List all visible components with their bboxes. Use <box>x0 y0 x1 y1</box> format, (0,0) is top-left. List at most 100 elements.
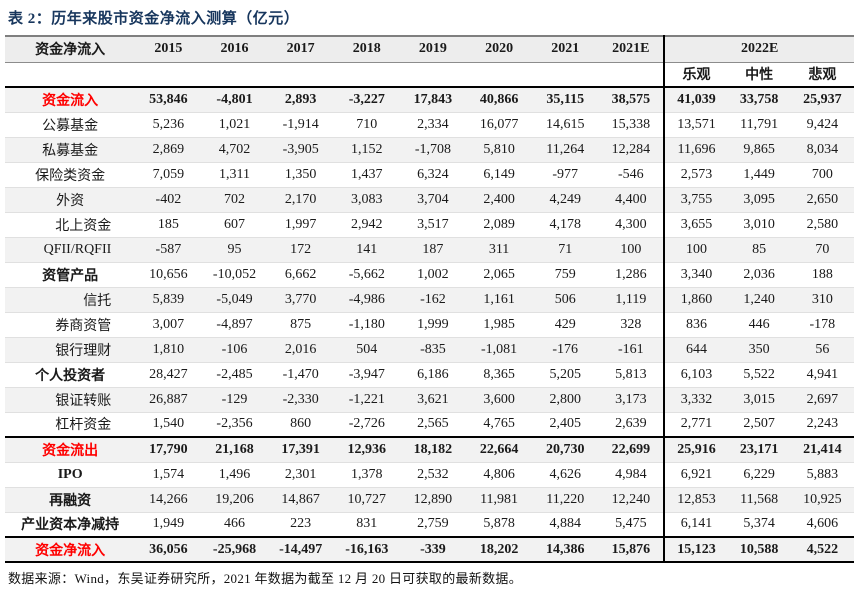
cell: 1,152 <box>333 136 400 162</box>
row-label: 保险类资金 <box>5 161 136 187</box>
cell: -106 <box>201 336 268 362</box>
cell: 5,205 <box>532 361 599 387</box>
cell: 311 <box>466 236 533 262</box>
cell: -1,708 <box>399 136 466 162</box>
cell: 1,949 <box>135 511 202 537</box>
row-label: 银证转账 <box>5 386 136 412</box>
col-header-2018: 2018 <box>333 36 400 63</box>
cell: 17,843 <box>399 86 466 112</box>
table-row: 公募基金 5,236 1,021 -1,914 710 2,334 16,077 14,615… <box>5 111 854 137</box>
row-label: 产业资本净减持 <box>5 511 136 537</box>
cell: 16,077 <box>466 111 533 137</box>
row-label: 资管产品 <box>5 261 136 287</box>
cell: 5,475 <box>598 511 665 537</box>
cell: 3,600 <box>466 386 533 412</box>
cell: 3,655 <box>663 211 728 237</box>
cell: 2,639 <box>598 411 665 437</box>
cell: 11,696 <box>663 136 728 162</box>
col-header-2017: 2017 <box>267 36 334 63</box>
cell: 2,400 <box>466 186 533 212</box>
cell: 14,386 <box>532 536 599 563</box>
cell: 4,702 <box>201 136 268 162</box>
cell: 3,621 <box>399 386 466 412</box>
cell: 28,427 <box>135 361 202 387</box>
cell: 10,656 <box>135 261 202 287</box>
cell: 3,095 <box>727 186 791 212</box>
cell: 187 <box>399 236 466 262</box>
cell: 2,170 <box>267 186 334 212</box>
cell: 141 <box>333 236 400 262</box>
cell: -1,180 <box>333 311 400 337</box>
cell: 4,941 <box>790 361 854 387</box>
row-label: IPO <box>5 461 136 487</box>
cell: 2,869 <box>135 136 202 162</box>
table-row: 保险类资金 7,059 1,311 1,350 1,437 6,324 6,149 -977-… <box>5 161 854 187</box>
table-row: 外资 -402 702 2,170 3,083 3,704 2,400 4,249 4,400 3… <box>5 186 854 212</box>
table-row: 资管产品 10,656 -10,052 6,662 -5,662 1,002 2,065 75… <box>5 261 854 287</box>
cell: 1,021 <box>201 111 268 137</box>
cell: 1,240 <box>727 286 791 312</box>
cell: 3,083 <box>333 186 400 212</box>
cell: 710 <box>333 111 400 137</box>
cell: 26,887 <box>135 386 202 412</box>
cell: 172 <box>267 236 334 262</box>
cell: 836 <box>663 311 728 337</box>
cell: 1,378 <box>333 461 400 487</box>
cell: 12,890 <box>399 486 466 512</box>
col-header-2020: 2020 <box>466 36 533 63</box>
cell: -1,081 <box>466 336 533 362</box>
cell: 23,171 <box>727 436 791 462</box>
cell: 3,007 <box>135 311 202 337</box>
cell: 85 <box>727 236 791 262</box>
cell: 2,065 <box>466 261 533 287</box>
cell: 6,149 <box>466 161 533 187</box>
cell: 607 <box>201 211 268 237</box>
cell: -162 <box>399 286 466 312</box>
cell: 6,324 <box>399 161 466 187</box>
cell: 4,806 <box>466 461 533 487</box>
row-label: QFII/RQFII <box>5 236 136 262</box>
cell: 35,115 <box>532 86 599 112</box>
cell: 8,365 <box>466 361 533 387</box>
cell: -4,897 <box>201 311 268 337</box>
cell: 2,532 <box>399 461 466 487</box>
cell: 17,790 <box>135 436 202 462</box>
cell: 2,016 <box>267 336 334 362</box>
cell: 1,860 <box>663 286 728 312</box>
table-row: QFII/RQFII -587 95 172 141 187 311 71 100 100 85 70 <box>5 236 854 262</box>
cell: 10,727 <box>333 486 400 512</box>
cell: 5,813 <box>598 361 665 387</box>
cell: -546 <box>598 161 665 187</box>
cell: 2,405 <box>532 411 599 437</box>
cell: 11,264 <box>532 136 599 162</box>
cell: 860 <box>267 411 334 437</box>
cell: -977 <box>532 161 599 187</box>
cell: 2,036 <box>727 261 791 287</box>
cell: 2,243 <box>790 411 854 437</box>
cell: 5,236 <box>135 111 202 137</box>
cell: 3,704 <box>399 186 466 212</box>
cell: -3,227 <box>333 86 400 112</box>
col-header-2021: 2021 <box>532 36 599 63</box>
cell: 1,437 <box>333 161 400 187</box>
cell: 4,606 <box>790 511 854 537</box>
table-row: 银行理财 1,810 -106 2,016 504 -835 -1,081 -176 -161 6… <box>5 336 854 362</box>
cell: 350 <box>727 336 791 362</box>
cell: -587 <box>135 236 202 262</box>
cell: 7,059 <box>135 161 202 187</box>
row-label: 个人投资者 <box>5 361 136 387</box>
cell: 41,039 <box>663 86 728 112</box>
cell: -2,726 <box>333 411 400 437</box>
cell: 11,981 <box>466 486 533 512</box>
cell: 6,921 <box>663 461 728 487</box>
cell: 446 <box>727 311 791 337</box>
row-label: 公募基金 <box>5 111 136 137</box>
col-header-label: 资金净流入 <box>5 36 136 63</box>
cell: 506 <box>532 286 599 312</box>
table-row: 券商资管 3,007 -4,897 875 -1,180 1,999 1,985 429 328… <box>5 311 854 337</box>
cell: -4,986 <box>333 286 400 312</box>
cell: 2,089 <box>466 211 533 237</box>
cell: 2,697 <box>790 386 854 412</box>
cell: 4,884 <box>532 511 599 537</box>
col-header-neutral: 中性 <box>727 62 791 88</box>
